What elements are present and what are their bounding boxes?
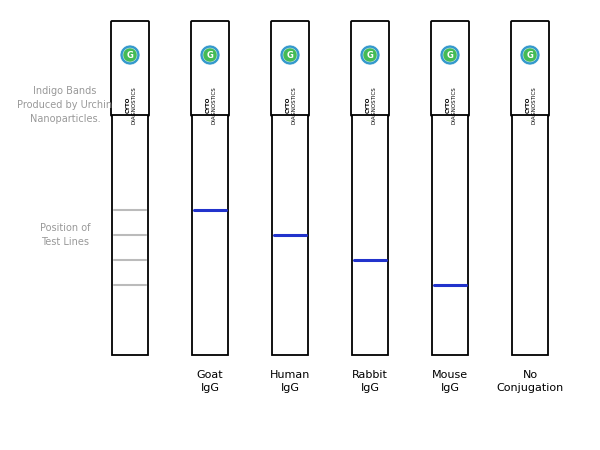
Text: DIAGNOSTICS: DIAGNOSTICS xyxy=(532,86,536,124)
Text: Indigo Bands
Produced by Urchin
Nanoparticles.: Indigo Bands Produced by Urchin Nanopart… xyxy=(17,86,113,124)
Bar xyxy=(112,115,148,355)
Circle shape xyxy=(363,48,377,62)
Text: G: G xyxy=(206,50,214,59)
Text: No
Conjugation: No Conjugation xyxy=(496,370,563,393)
Text: Human
IgG: Human IgG xyxy=(270,370,310,393)
Bar xyxy=(352,115,388,355)
FancyBboxPatch shape xyxy=(511,21,549,116)
Circle shape xyxy=(360,45,380,65)
Circle shape xyxy=(523,48,537,62)
Bar xyxy=(272,115,308,355)
FancyBboxPatch shape xyxy=(431,21,469,116)
FancyBboxPatch shape xyxy=(351,21,389,116)
Text: Goat
IgG: Goat IgG xyxy=(197,370,223,393)
Text: G: G xyxy=(127,50,133,59)
Text: DIAGNOSTICS: DIAGNOSTICS xyxy=(371,86,377,124)
Text: G: G xyxy=(527,50,533,59)
Circle shape xyxy=(283,48,297,62)
Text: Rabbit
IgG: Rabbit IgG xyxy=(352,370,388,393)
Text: Mouse
IgG: Mouse IgG xyxy=(432,370,468,393)
Text: CYTO: CYTO xyxy=(365,97,371,113)
Text: CYTO: CYTO xyxy=(526,97,530,113)
Circle shape xyxy=(440,45,460,65)
Text: G: G xyxy=(367,50,373,59)
Text: G: G xyxy=(287,50,293,59)
Bar xyxy=(512,115,548,355)
Text: Position of
Test Lines: Position of Test Lines xyxy=(40,223,90,247)
Bar xyxy=(192,115,228,355)
Circle shape xyxy=(120,45,140,65)
Text: DIAGNOSTICS: DIAGNOSTICS xyxy=(452,86,457,124)
Bar xyxy=(432,115,468,355)
Text: G: G xyxy=(446,50,454,59)
FancyBboxPatch shape xyxy=(111,21,149,116)
Circle shape xyxy=(200,45,220,65)
Text: CYTO: CYTO xyxy=(125,97,131,113)
Text: CYTO: CYTO xyxy=(445,97,451,113)
Circle shape xyxy=(123,48,137,62)
Circle shape xyxy=(280,45,300,65)
Circle shape xyxy=(443,48,457,62)
Text: CYTO: CYTO xyxy=(286,97,290,113)
Text: DIAGNOSTICS: DIAGNOSTICS xyxy=(131,86,137,124)
Text: CYTO: CYTO xyxy=(205,97,211,113)
Text: DIAGNOSTICS: DIAGNOSTICS xyxy=(292,86,296,124)
Circle shape xyxy=(520,45,540,65)
FancyBboxPatch shape xyxy=(191,21,229,116)
FancyBboxPatch shape xyxy=(271,21,309,116)
Text: DIAGNOSTICS: DIAGNOSTICS xyxy=(212,86,217,124)
Circle shape xyxy=(203,48,217,62)
